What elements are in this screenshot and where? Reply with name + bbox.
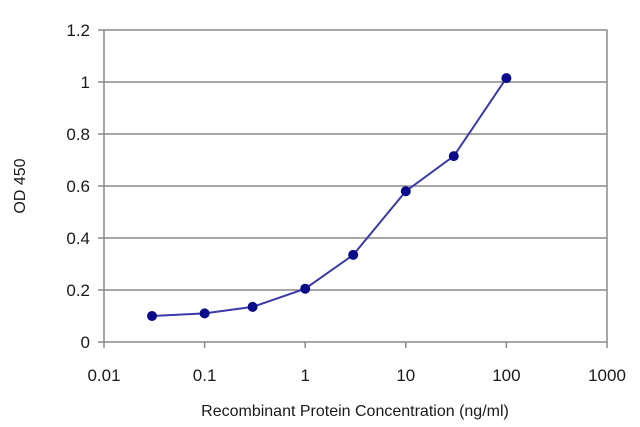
data-point <box>501 73 512 84</box>
x-tick-label: 0.1 <box>193 366 217 385</box>
data-point <box>400 186 411 197</box>
x-tick-label: 10 <box>396 366 415 385</box>
gridlines <box>104 81 607 291</box>
x-tick-label: 0.01 <box>87 366 120 385</box>
y-tick-label: 1.2 <box>66 21 90 40</box>
x-tick-label: 1000 <box>588 366 626 385</box>
data-point <box>448 151 459 162</box>
x-tick-label: 1 <box>300 366 309 385</box>
y-tick-label: 1 <box>81 73 90 92</box>
y-tick-label: 0.6 <box>66 177 90 196</box>
x-tick-label: 100 <box>492 366 520 385</box>
y-tick-label: 0 <box>81 333 90 352</box>
data-point <box>300 283 311 294</box>
y-tick-label: 0.2 <box>66 281 90 300</box>
y-tick-label: 0.8 <box>66 125 90 144</box>
x-axis-title: Recombinant Protein Concentration (ng/ml… <box>201 403 509 420</box>
axis-ticks <box>98 29 608 348</box>
y-tick-label: 0.4 <box>66 229 90 248</box>
data-point <box>199 308 210 319</box>
series-line <box>151 77 508 317</box>
y-axis-title: OD 450 <box>12 158 29 213</box>
y-tick-labels: 0 0.2 0.4 0.6 0.8 1 1.2 <box>66 21 90 352</box>
data-points <box>146 73 512 321</box>
data-point <box>146 311 157 321</box>
data-point <box>348 249 359 260</box>
data-point <box>247 301 258 312</box>
x-tick-labels: 0.01 0.1 1 10 100 1000 <box>87 366 625 385</box>
